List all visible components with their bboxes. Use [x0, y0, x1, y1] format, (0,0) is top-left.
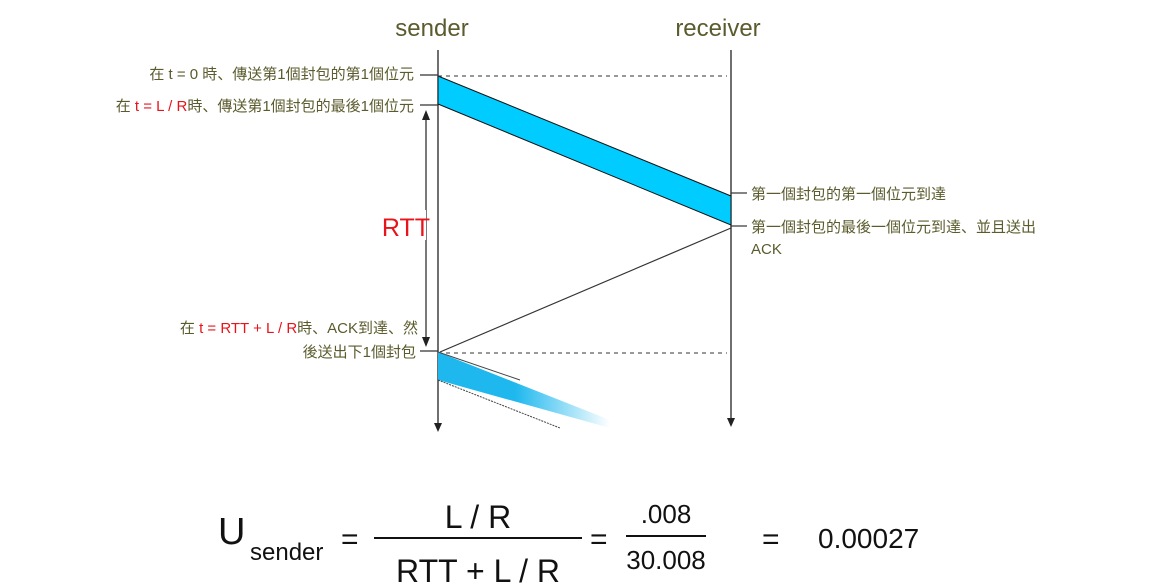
sender-timeline-arrow	[434, 423, 442, 432]
ack-arrives-label: 在 t = RTT + L / R時、ACK到達、然	[180, 320, 418, 337]
second-packet-top-edge	[437, 351, 521, 381]
receiver-header: receiver	[675, 15, 760, 42]
first-packet-band	[437, 75, 732, 226]
formula-equals-1: =	[341, 523, 359, 556]
last-bit-sent-expr: t = L / R	[135, 98, 188, 115]
second-packet-band	[438, 352, 610, 428]
ack-arrives-label-line2: 後送出下1個封包	[303, 344, 416, 361]
last-bit-sent-label: 在 t = L / R時、傳送第1個封包的最後1個位元	[116, 97, 414, 115]
formula-result: 0.00027	[818, 523, 919, 554]
rtt-arrow-bottom-head	[422, 337, 430, 347]
second-packet-edge	[437, 379, 561, 429]
ack-arrives-suffix: 時、ACK到達、然	[297, 320, 418, 337]
formula-denominator: RTT + L / R	[396, 553, 560, 588]
sender-header: sender	[395, 15, 468, 42]
formula-numerator: L / R	[445, 499, 511, 535]
last-bit-arrives-label: 第一個封包的最後一個位元到達、並且送出	[751, 218, 1036, 236]
formula-equals-2: =	[590, 523, 608, 556]
ack-line	[439, 227, 732, 353]
formula-subscript: sender	[250, 539, 323, 566]
receiver-timeline-arrow	[727, 418, 735, 427]
rtt-arrow-top-head	[422, 110, 430, 120]
first-bit-sent-label: 在 t = 0 時、傳送第1個封包的第1個位元	[149, 65, 414, 83]
ack-arrives-expr: t = RTT + L / R	[199, 320, 297, 337]
utilization-formula: U sender = L / R RTT + L / R = .008 30.0…	[218, 499, 919, 588]
last-bit-arrives-label-line2: ACK	[751, 241, 782, 258]
formula-value-numerator: .008	[641, 499, 692, 529]
formula-equals-3: =	[762, 523, 780, 556]
last-bit-sent-prefix: 在	[116, 98, 135, 115]
first-bit-arrives-label: 第一個封包的第一個位元到達	[751, 185, 946, 203]
formula-value-denominator: 30.008	[626, 545, 706, 575]
ack-arrives-prefix: 在	[180, 320, 199, 337]
last-bit-sent-suffix: 時、傳送第1個封包的最後1個位元	[187, 97, 414, 115]
formula-u: U	[218, 511, 245, 553]
rtt-label: RTT	[382, 214, 430, 242]
